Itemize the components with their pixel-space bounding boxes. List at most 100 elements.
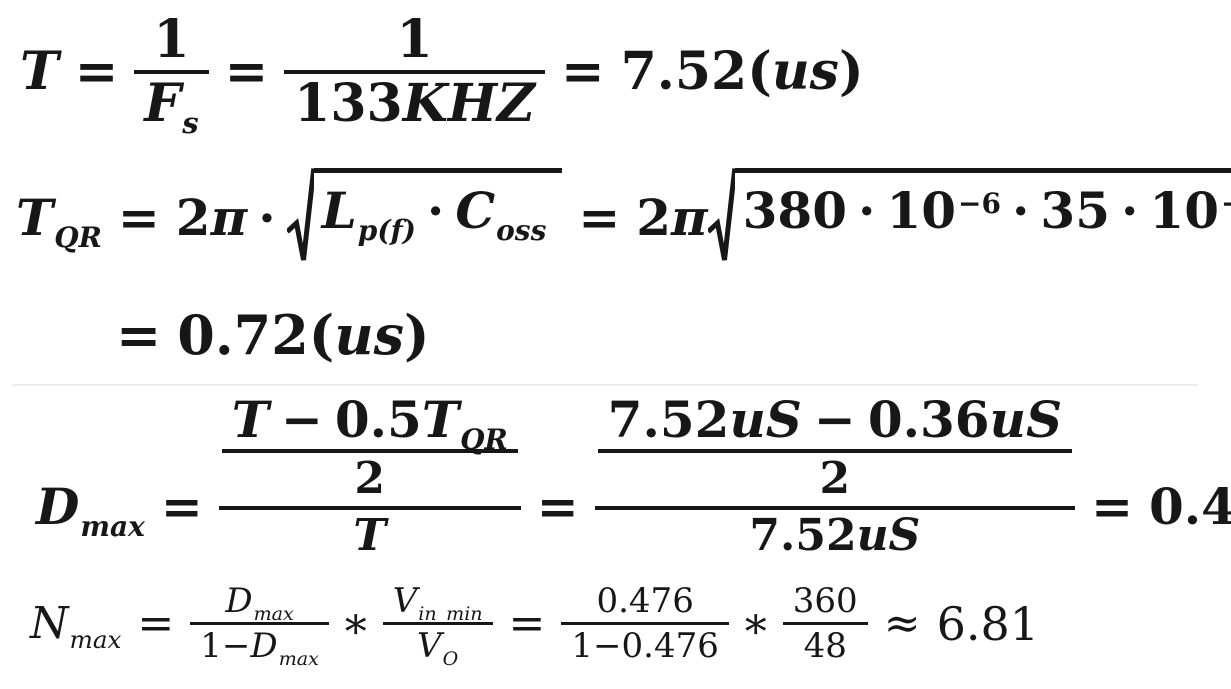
sub-QR: QR (54, 220, 102, 254)
fraction-numerator: 360 (783, 580, 868, 622)
unit-uS: uS (989, 390, 1063, 449)
value-1: 1 (396, 9, 433, 70)
outer-denominator: 7.52 uS (739, 510, 930, 562)
middle-dot: · (1121, 181, 1139, 240)
inner-fraction: 7.52 uS − 0.36 uS 2 (597, 391, 1073, 505)
square-root-numeric: 380 · 10 −6 · 35 · 10 −12 (708, 168, 1231, 268)
value-0.5: 0.5 (334, 390, 422, 449)
fraction-1-over-133khz: 1 133 KHZ (284, 10, 546, 134)
var-T: T (353, 510, 387, 561)
var-N: N (30, 597, 69, 649)
var-T: T (20, 41, 59, 102)
var-D: D (225, 581, 253, 621)
sub-p-f: p(f) (357, 213, 416, 247)
fraction-numerator: 1 (143, 10, 199, 70)
radical-icon (708, 168, 735, 268)
value-6.81: 6.81 (936, 596, 1039, 651)
fraction-numerator: D max (215, 580, 303, 625)
inner-fraction: T − 0.5 T QR 2 (221, 390, 518, 505)
asterisk-operator: ∗ (740, 597, 771, 649)
middle-dot: · (258, 188, 276, 247)
inner-denominator: 2 (810, 453, 861, 505)
var-T: T (231, 390, 269, 449)
exponent-minus-6: −6 (958, 187, 1001, 221)
value-0.36: 0.36 (867, 390, 990, 449)
value-2: 2 (354, 453, 386, 504)
fraction-bar (597, 449, 1073, 453)
outer-numerator: T − 0.5 T QR 2 (219, 390, 521, 506)
sub-in-min: in_min (418, 602, 483, 625)
equals-sign: = (117, 188, 160, 247)
fraction-numerator: 1 (387, 10, 443, 70)
value-2: 2 (636, 188, 672, 247)
radicand: 380 · 10 −6 · 35 · 10 −12 (734, 168, 1231, 268)
minus-sign: − (280, 390, 323, 449)
fraction-denominator: V O (407, 625, 468, 669)
value-2: 2 (175, 188, 211, 247)
var-F: F (144, 73, 182, 134)
fraction-bar (382, 622, 493, 625)
sub-max: max (80, 509, 145, 543)
square-root-symbolic: L p(f) · C oss (287, 168, 563, 268)
fraction-voltage-symbolic: V in_min V O (382, 580, 493, 669)
equals-sign: = (1091, 477, 1133, 536)
value-1: 1 (153, 9, 190, 70)
nested-fraction-numeric: 7.52 uS − 0.36 uS 2 7.52 uS (594, 390, 1076, 562)
exponent-minus-12: −12 (1221, 190, 1231, 218)
value-133: 133 (294, 73, 403, 134)
fraction-bar (218, 506, 521, 510)
equals-sign: = (74, 41, 119, 102)
image-seam-divider (12, 384, 1198, 386)
unit-khz: KHZ (402, 73, 536, 134)
value-2: 2 (819, 453, 851, 504)
equals-sign: = (508, 597, 546, 649)
var-D: D (36, 477, 80, 536)
value-0.476: 0.476 (596, 581, 694, 621)
inner-denominator: 2 (344, 453, 395, 505)
coefficient-2pi: 2 π (176, 193, 247, 243)
fraction-bar (284, 70, 546, 74)
var-T: T (16, 188, 54, 247)
var-D: D (250, 626, 278, 666)
value-48: 48 (803, 626, 847, 666)
equals-sign: = (578, 188, 621, 247)
sub-QR: QR (460, 422, 508, 456)
value-10: 10 (1149, 181, 1220, 240)
value-380: 380 (742, 181, 848, 240)
coefficient-2pi: 2 π (636, 193, 707, 243)
fraction-bar (221, 449, 518, 453)
fraction-voltage-values: 360 48 (782, 580, 868, 667)
var-V: V (392, 581, 418, 621)
value-1-minus: 1− (200, 626, 251, 666)
var-L: L (321, 181, 357, 240)
equation-switching-period: T = 1 F s = 1 133 KHZ = 7.52 ( us ) (20, 10, 864, 138)
sub-max: max (278, 647, 319, 670)
asterisk-operator: ∗ (340, 597, 371, 649)
power-of-ten: 10 −6 (886, 186, 1001, 236)
fraction-denominator: 1− D max (190, 625, 329, 670)
middle-dot: · (1011, 181, 1030, 240)
nested-fraction-symbolic: T − 0.5 T QR 2 T (218, 390, 521, 562)
equals-sign: = (536, 477, 579, 536)
value-0.72: 0.72 (177, 303, 309, 367)
fraction-duty-symbolic: D max 1− D max (190, 580, 329, 670)
equals-sign: = (160, 477, 203, 536)
unit-uS: uS (729, 390, 802, 449)
middle-dot: · (426, 181, 445, 240)
equals-sign: = (561, 41, 605, 102)
sub-max: max (253, 602, 294, 625)
var-C: C (455, 181, 496, 240)
value-10: 10 (886, 181, 957, 240)
fraction-1-over-Fs: 1 F s (134, 10, 209, 138)
power-of-ten: 10 −12 (1149, 186, 1231, 236)
var-pi: π (210, 188, 248, 247)
sub-max: max (69, 624, 122, 654)
value-7.52: 7.52 (749, 510, 857, 561)
equation-resonant-period: T QR = 2 π · L p(f) · C oss = 2 π (16, 168, 1231, 268)
equals-sign: = (224, 41, 269, 102)
lhs-Dmax: D max (36, 477, 145, 541)
outer-numerator: 7.52 uS − 0.36 uS 2 (595, 390, 1075, 506)
value-7.52: 7.52 (607, 390, 730, 449)
inner-numerator: 7.52 uS − 0.36 uS (598, 391, 1072, 449)
var-pi: π (671, 188, 708, 247)
